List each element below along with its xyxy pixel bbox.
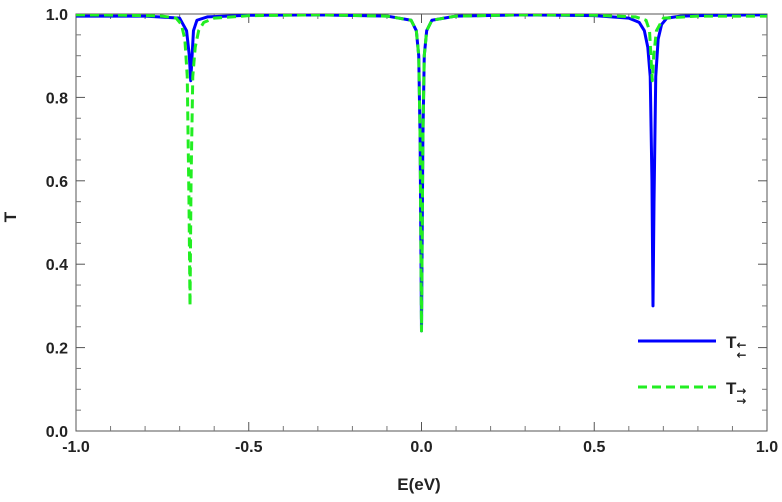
legend: T ↓↓ T ↑↑ — [638, 333, 748, 406]
x-tick-label: 0.5 — [583, 439, 605, 456]
y-tick-label: 1.0 — [46, 7, 68, 24]
legend-label-t-down: T — [726, 333, 737, 352]
y-axis-label: T — [1, 211, 20, 222]
y-tick-label: 0.8 — [46, 90, 68, 107]
x-tick-label: 0.0 — [410, 439, 432, 456]
y-tick-label: 0.0 — [46, 424, 68, 441]
x-tick-label: 1.0 — [756, 439, 778, 456]
y-tick-label: 0.2 — [46, 341, 68, 358]
legend-label-t-up: T — [726, 379, 737, 398]
x-axis-label: E(eV) — [397, 475, 440, 494]
x-tick-label: -1.0 — [62, 439, 90, 456]
y-tick-label: 0.6 — [46, 174, 68, 191]
legend-arrows-t-up: ↑↑ — [734, 386, 748, 406]
series-layer — [76, 14, 767, 333]
x-tick-label: -0.5 — [235, 439, 263, 456]
y-tick-label: 0.4 — [46, 257, 68, 274]
legend-arrows-t-down: ↓↓ — [734, 340, 748, 360]
